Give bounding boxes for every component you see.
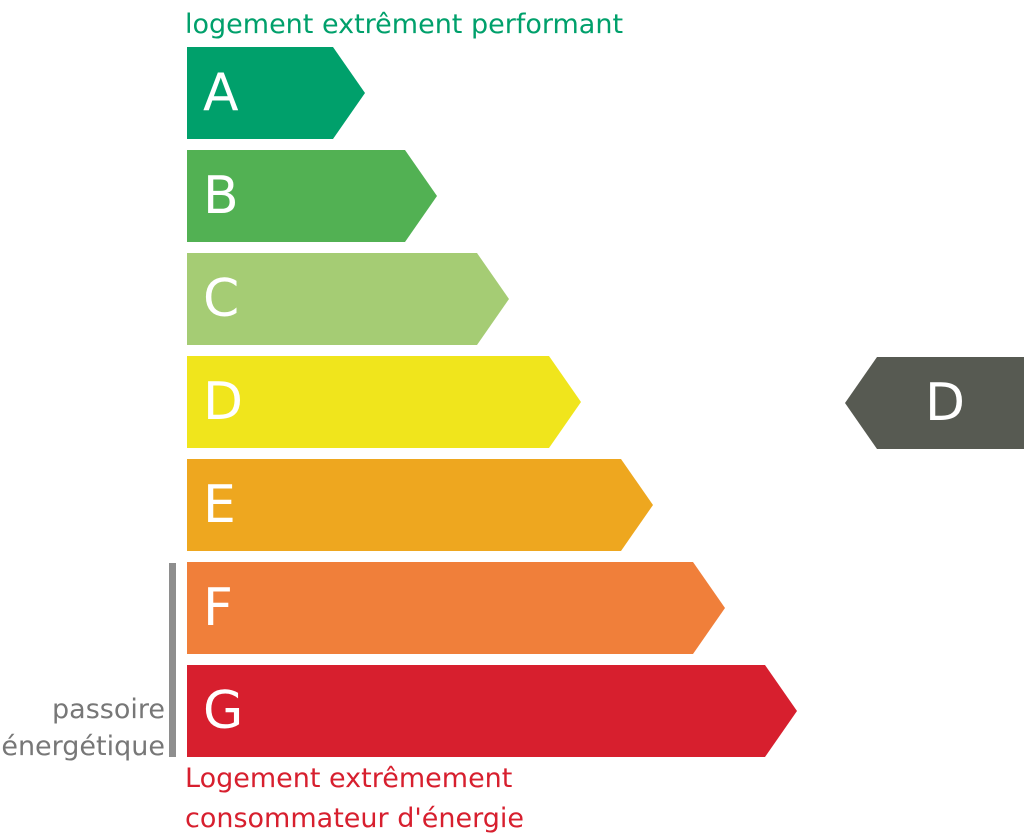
- bottom-label: consommateur d'énergie: [185, 803, 524, 834]
- class-letter: B: [203, 166, 239, 226]
- class-arrow: [187, 665, 797, 757]
- class-arrow: [187, 356, 581, 448]
- top-label: logement extrêment performant: [185, 9, 623, 40]
- class-letter: A: [203, 63, 239, 123]
- rating-indicator: [845, 357, 1024, 449]
- side-label: passoire: [52, 694, 165, 725]
- class-letter: G: [203, 681, 243, 741]
- class-arrow: [187, 47, 365, 139]
- class-letter: D: [203, 372, 243, 432]
- class-letter: F: [203, 578, 233, 638]
- side-bracket: [169, 563, 176, 757]
- class-arrow: [187, 459, 653, 551]
- class-arrow: [187, 562, 725, 654]
- rating-letter: D: [925, 373, 965, 433]
- class-letter: C: [203, 269, 239, 329]
- class-letter: E: [203, 475, 236, 535]
- bottom-label: Logement extrêmement: [185, 763, 512, 794]
- class-arrow: [187, 150, 437, 242]
- class-arrow: [187, 253, 509, 345]
- side-label: énergétique: [1, 731, 165, 762]
